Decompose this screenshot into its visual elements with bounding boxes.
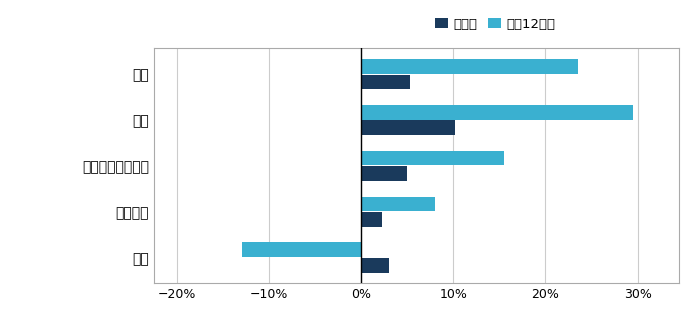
Bar [241, 242, 361, 257]
Bar [361, 151, 504, 166]
Bar [361, 120, 455, 135]
Bar [361, 59, 578, 74]
Bar [361, 166, 407, 181]
Bar [361, 258, 389, 273]
Bar [361, 75, 410, 89]
Bar [361, 105, 633, 119]
Legend: 上季度, 過去12個月: 上季度, 過去12個月 [430, 13, 561, 36]
Bar [361, 196, 435, 211]
Bar [361, 212, 382, 227]
